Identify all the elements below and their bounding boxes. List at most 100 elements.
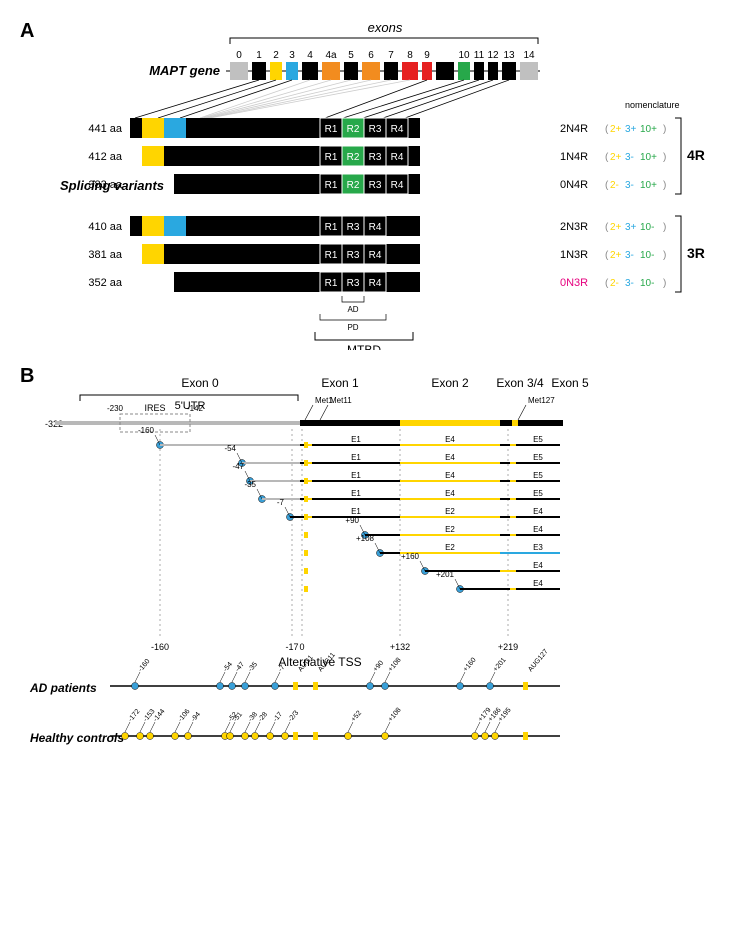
svg-text:MAPT gene: MAPT gene (149, 63, 220, 78)
svg-text:0: 0 (299, 642, 304, 652)
svg-text:4R: 4R (687, 147, 705, 163)
svg-text:E1: E1 (351, 507, 361, 516)
svg-text:-17: -17 (285, 642, 298, 652)
svg-text:E4: E4 (533, 579, 543, 588)
svg-text:Exon 5: Exon 5 (551, 376, 589, 390)
svg-text:+52: +52 (350, 710, 363, 724)
svg-text:R1: R1 (325, 222, 338, 233)
svg-text:R4: R4 (369, 278, 382, 289)
svg-text:R3: R3 (369, 152, 382, 163)
svg-text:+108: +108 (387, 657, 403, 674)
panel-b-label: B (20, 365, 34, 388)
svg-text:-28: -28 (257, 711, 269, 723)
svg-text:E4: E4 (445, 453, 455, 462)
svg-text:-17: -17 (272, 711, 284, 723)
svg-text:3-: 3- (625, 180, 634, 191)
svg-text:10+: 10+ (640, 152, 657, 163)
svg-text:7: 7 (388, 50, 394, 61)
svg-text:+108: +108 (356, 534, 375, 543)
svg-text:AUG127: AUG127 (527, 648, 550, 673)
svg-text:9: 9 (424, 50, 430, 61)
svg-text:3: 3 (289, 50, 295, 61)
svg-text:E4: E4 (533, 525, 543, 534)
svg-text:14: 14 (523, 50, 535, 61)
svg-text:-106: -106 (177, 708, 191, 723)
svg-text:Exon 3/4: Exon 3/4 (496, 376, 544, 390)
svg-text:441 aa: 441 aa (88, 123, 123, 135)
svg-text:): ) (663, 250, 666, 261)
svg-text:E4: E4 (445, 471, 455, 480)
svg-text:-142: -142 (187, 404, 204, 413)
svg-text:-47: -47 (234, 661, 246, 673)
svg-text:E3: E3 (533, 543, 543, 552)
svg-text:(: ( (605, 278, 609, 289)
svg-text:-2/3: -2/3 (287, 709, 300, 723)
svg-text:R3: R3 (347, 250, 360, 261)
svg-text:R2: R2 (347, 152, 360, 163)
svg-text:exons: exons (368, 20, 403, 35)
svg-text:(: ( (605, 124, 609, 135)
svg-text:2+: 2+ (610, 222, 622, 233)
svg-text:3+: 3+ (625, 124, 637, 135)
svg-text:+108: +108 (387, 707, 403, 724)
svg-text:E2: E2 (445, 543, 455, 552)
panel-a-label: A (20, 20, 34, 43)
svg-text:E5: E5 (533, 435, 543, 444)
svg-text:11: 11 (474, 50, 485, 61)
svg-text:13: 13 (503, 50, 515, 61)
svg-text:(: ( (605, 250, 609, 261)
svg-text:+160: +160 (462, 657, 478, 674)
svg-text:E4: E4 (533, 507, 543, 516)
svg-text:R1: R1 (325, 152, 338, 163)
panel-a-svg: exonsMAPT gene012344a567891011121314Spli… (20, 20, 712, 350)
svg-text:R4: R4 (391, 124, 404, 135)
svg-text:0: 0 (236, 50, 242, 61)
svg-text:2N4R: 2N4R (560, 123, 588, 135)
svg-text:4a: 4a (325, 50, 337, 61)
svg-text:1: 1 (256, 50, 262, 61)
svg-text:-144: -144 (152, 708, 166, 723)
svg-text:): ) (663, 180, 666, 191)
svg-text:1N3R: 1N3R (560, 249, 588, 261)
svg-text:E1: E1 (351, 471, 361, 480)
svg-text:): ) (663, 222, 666, 233)
svg-text:R4: R4 (391, 152, 404, 163)
svg-text:AD: AD (347, 305, 358, 314)
svg-text:-160: -160 (151, 642, 169, 652)
svg-text:E5: E5 (533, 453, 543, 462)
svg-text:R4: R4 (369, 222, 382, 233)
svg-text:): ) (663, 124, 666, 135)
svg-text:+90: +90 (372, 660, 385, 674)
svg-text:12: 12 (487, 50, 499, 61)
svg-text:R1: R1 (325, 124, 338, 135)
svg-text:4: 4 (307, 50, 313, 61)
svg-text:10: 10 (458, 50, 470, 61)
svg-text:3-: 3- (625, 250, 634, 261)
svg-text:R3: R3 (347, 222, 360, 233)
svg-text:3-: 3- (625, 152, 634, 163)
svg-text:-54: -54 (224, 444, 236, 453)
svg-text:0N4R: 0N4R (560, 179, 588, 191)
svg-text:Met11: Met11 (330, 396, 352, 405)
svg-text:R3: R3 (369, 180, 382, 191)
svg-text:-35: -35 (247, 661, 259, 673)
svg-text:+201: +201 (492, 657, 508, 674)
svg-text:R4: R4 (391, 180, 404, 191)
svg-text:383 aa: 383 aa (88, 179, 123, 191)
svg-text:R4: R4 (369, 250, 382, 261)
svg-text:E1: E1 (351, 435, 361, 444)
svg-text:+160: +160 (401, 552, 420, 561)
svg-text:3R: 3R (687, 245, 705, 261)
svg-text:E2: E2 (445, 525, 455, 534)
svg-text:Met127: Met127 (528, 396, 555, 405)
svg-text:R1: R1 (325, 278, 338, 289)
svg-text:2+: 2+ (610, 152, 622, 163)
svg-text:E2: E2 (445, 507, 455, 516)
svg-text:10+: 10+ (640, 124, 657, 135)
svg-text:Exon 0: Exon 0 (181, 376, 219, 390)
svg-text:1N4R: 1N4R (560, 151, 588, 163)
svg-text:-160: -160 (137, 658, 151, 673)
svg-text:Exon 2: Exon 2 (431, 376, 469, 390)
svg-text:2: 2 (273, 50, 279, 61)
svg-text:10-: 10- (640, 278, 654, 289)
